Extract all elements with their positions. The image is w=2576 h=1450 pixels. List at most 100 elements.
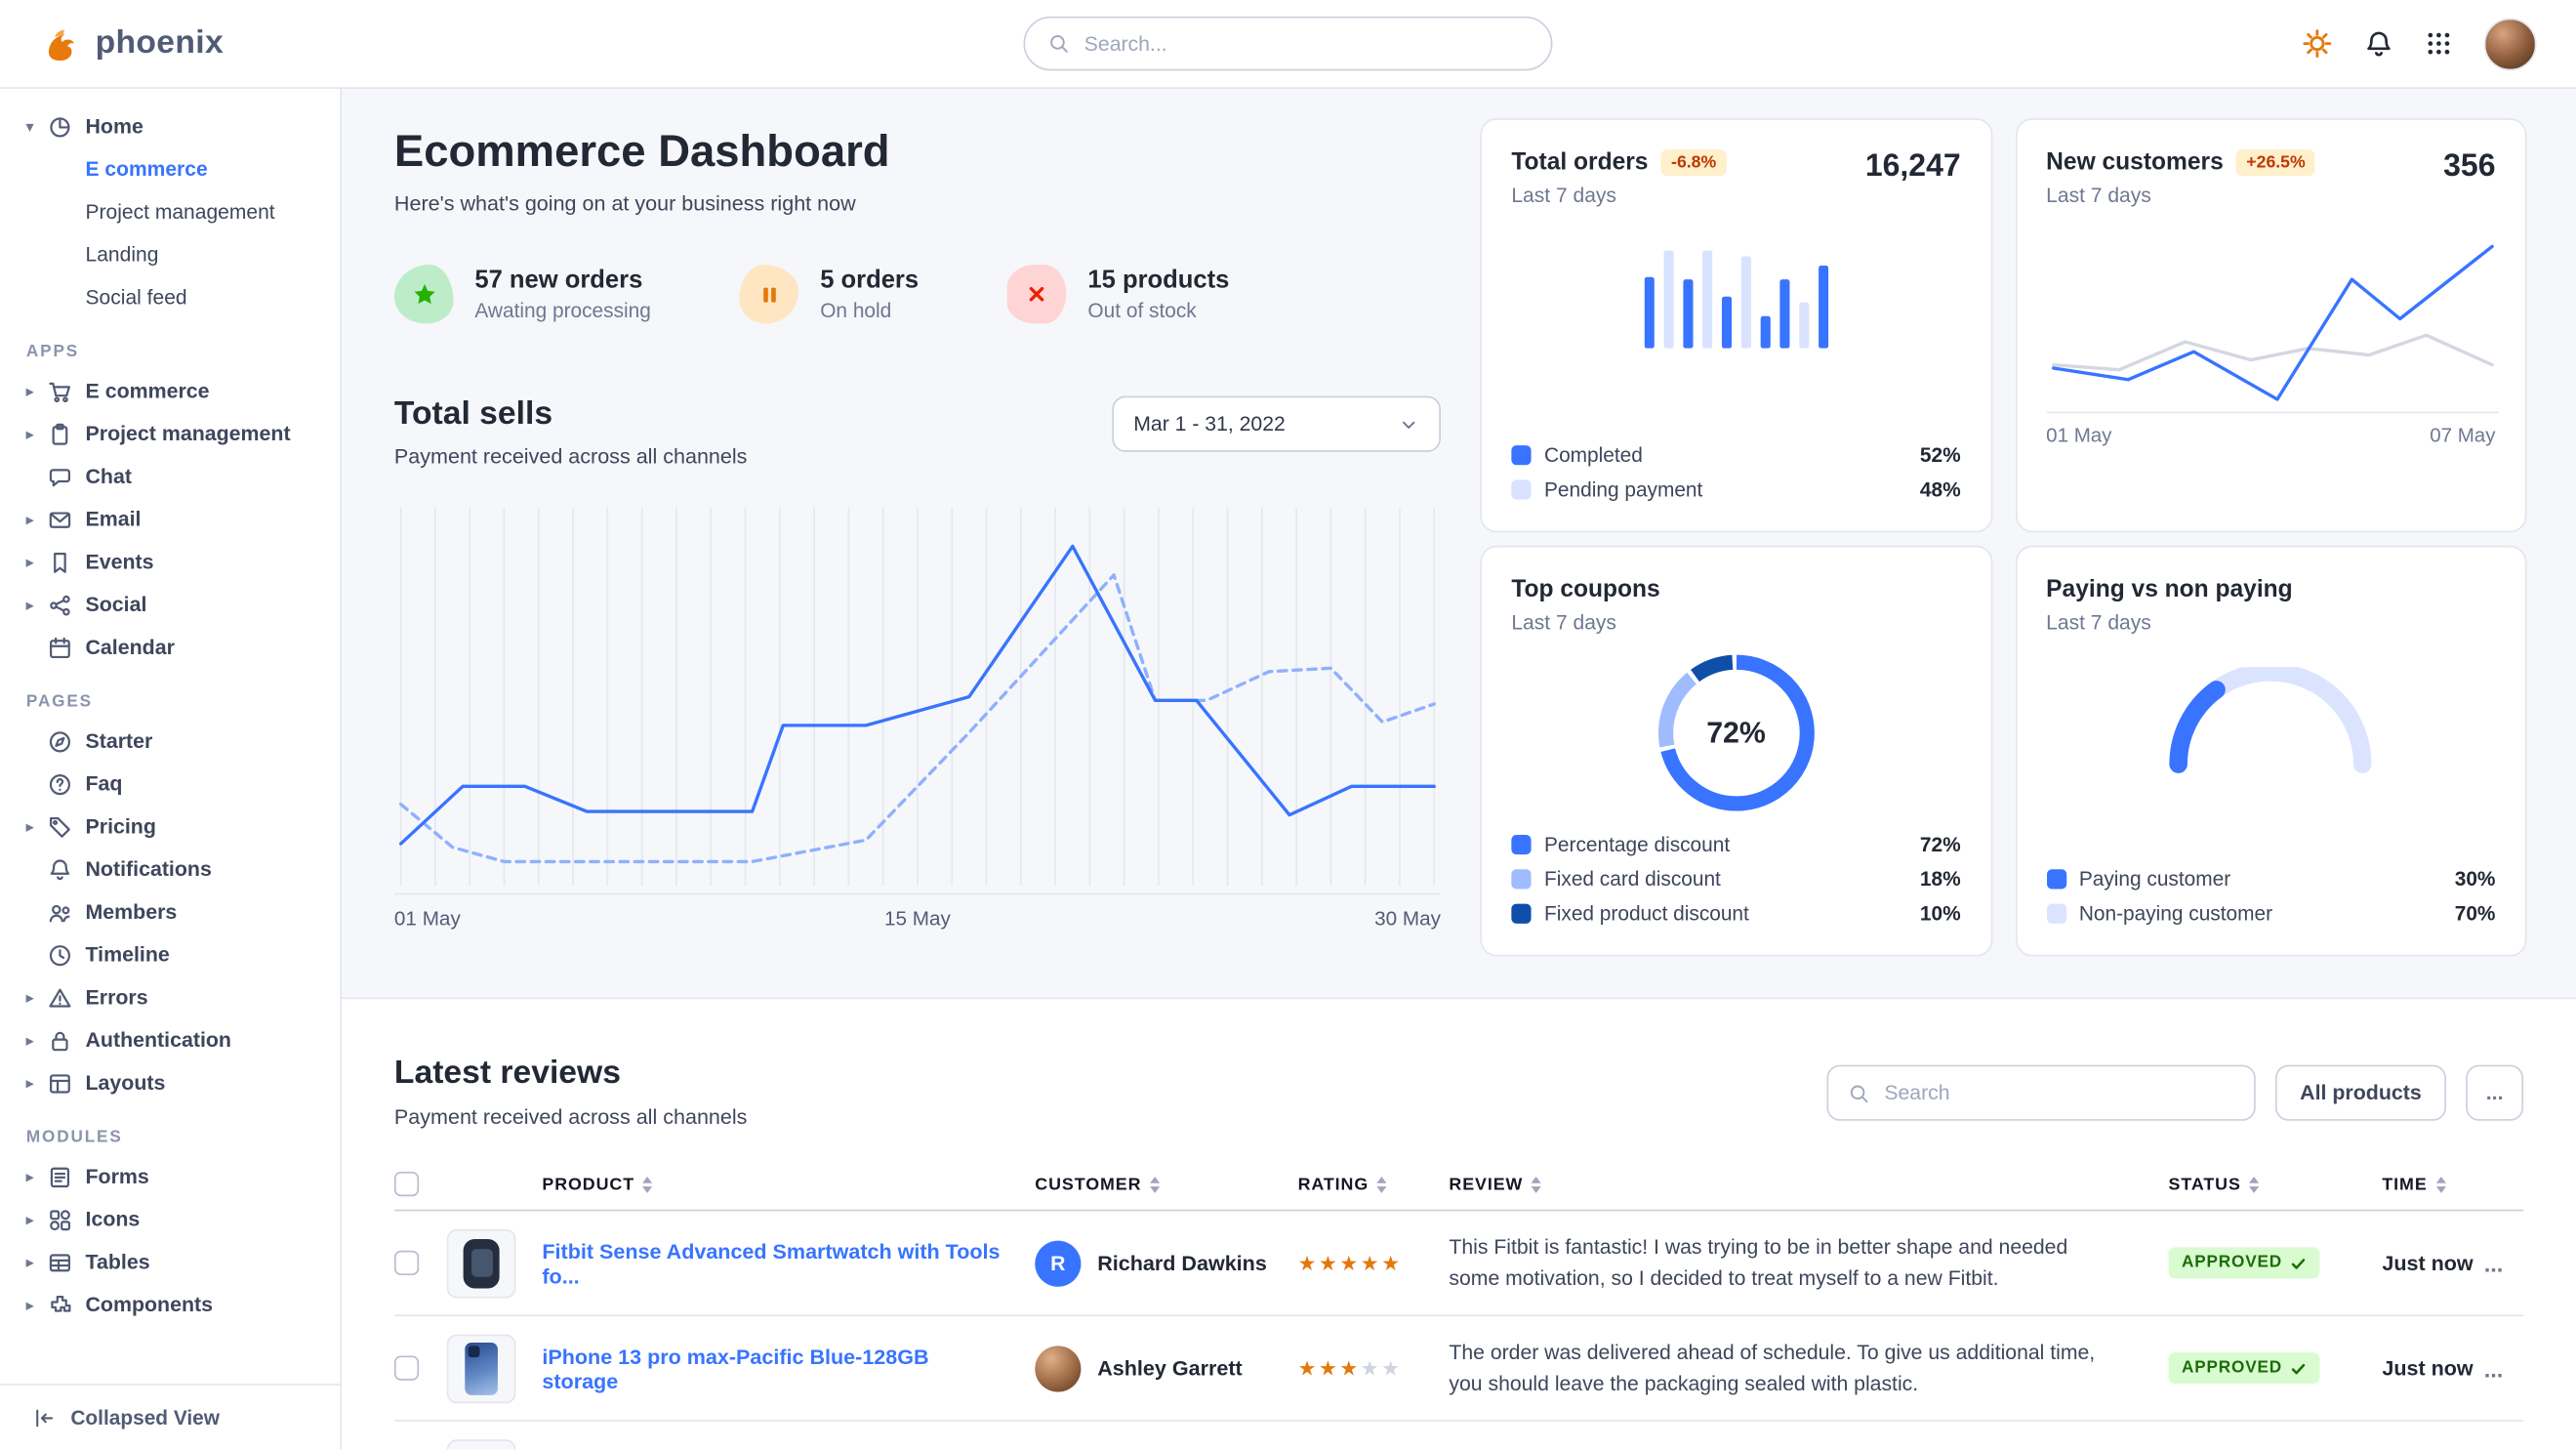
sidebar-item-starter[interactable]: Starter bbox=[17, 720, 324, 763]
star-icon: ★ bbox=[1360, 1252, 1382, 1276]
card-title: Total orders bbox=[1511, 149, 1649, 177]
sidebar-item-e-commerce[interactable]: ▸ E commerce bbox=[17, 370, 324, 413]
shapes-icon bbox=[48, 1207, 72, 1231]
stat-caption: On hold bbox=[820, 299, 892, 322]
product-image-phone[interactable] bbox=[446, 1333, 516, 1403]
top-navbar: phoenix bbox=[0, 0, 2576, 89]
product-image-box[interactable] bbox=[446, 1438, 516, 1450]
table-header-rating[interactable]: RATING bbox=[1298, 1175, 1450, 1194]
row-checkbox[interactable] bbox=[393, 1250, 420, 1276]
sidebar-item-chat[interactable]: Chat bbox=[17, 455, 324, 498]
theme-toggle-button[interactable] bbox=[2302, 28, 2333, 60]
column-label: CUSTOMER bbox=[1035, 1174, 1142, 1194]
sidebar-subitem-social-feed[interactable]: Social feed bbox=[85, 285, 187, 310]
collapsed-view-toggle[interactable]: Collapsed View bbox=[0, 1384, 341, 1449]
sidebar-item-label: Email bbox=[85, 508, 142, 531]
search-icon bbox=[1048, 33, 1070, 55]
sort-icon bbox=[1149, 1176, 1160, 1193]
sidebar-item-label: Errors bbox=[85, 985, 148, 1010]
table-header-customer[interactable]: CUSTOMER bbox=[1035, 1175, 1297, 1194]
top-coupons-card: Top coupons Last 7 days 72% Percentage d… bbox=[1480, 545, 1992, 957]
total-sells-subtitle: Payment received across all channels bbox=[393, 443, 748, 469]
select-all-checkbox[interactable] bbox=[393, 1171, 420, 1197]
sidebar-item-label: Icons bbox=[85, 1208, 141, 1231]
sidebar-item-errors[interactable]: ▸ Errors bbox=[17, 976, 324, 1019]
stat-value: 5 orders bbox=[820, 266, 920, 295]
table-row: Fitbit Sense Advanced Smartwatch with To… bbox=[393, 1211, 2524, 1317]
sidebar-item-forms[interactable]: ▸ Forms bbox=[17, 1155, 324, 1198]
legend-item-fixed-card-discount: Fixed card discount 18% bbox=[1511, 868, 1961, 891]
sidebar-item-notifications[interactable]: Notifications bbox=[17, 848, 324, 891]
table-header-time[interactable]: TIME bbox=[2382, 1175, 2483, 1194]
sidebar-item-home[interactable]: ▾ Home bbox=[17, 105, 324, 148]
card-value: 16,247 bbox=[1864, 149, 1961, 185]
sidebar-subitem-e-commerce[interactable]: E commerce bbox=[85, 157, 208, 182]
brand[interactable]: phoenix bbox=[39, 22, 224, 65]
stat-caption: Out of stock bbox=[1087, 299, 1197, 322]
sidebar-item-members[interactable]: Members bbox=[17, 891, 324, 933]
sidebar-item-email[interactable]: ▸ Email bbox=[17, 498, 324, 541]
sidebar-item-pricing[interactable]: ▸ Pricing bbox=[17, 806, 324, 849]
product-link[interactable]: Fitbit Sense Advanced Smartwatch with To… bbox=[542, 1238, 1001, 1288]
reviews-more-button[interactable]: ... bbox=[2466, 1064, 2524, 1121]
mail-icon bbox=[48, 507, 72, 531]
sidebar-item-icons[interactable]: ▸ Icons bbox=[17, 1198, 324, 1241]
legend-label: Percentage discount bbox=[1544, 833, 1731, 856]
global-search-input[interactable] bbox=[1084, 31, 1529, 56]
table-header-review[interactable]: REVIEW bbox=[1449, 1175, 2168, 1194]
total-sells-header: Total sells Payment received across all … bbox=[393, 395, 1441, 469]
sidebar-item-tables[interactable]: ▸ Tables bbox=[17, 1241, 324, 1284]
global-search[interactable] bbox=[1023, 16, 1553, 71]
sidebar-item-timeline[interactable]: Timeline bbox=[17, 933, 324, 976]
legend-swatch bbox=[1511, 869, 1532, 890]
legend-item-percentage-discount: Percentage discount 72% bbox=[1511, 833, 1961, 856]
table-header-status[interactable]: STATUS bbox=[2169, 1175, 2383, 1194]
product-image-cell bbox=[446, 1228, 543, 1298]
all-products-button[interactable]: All products bbox=[2274, 1064, 2446, 1121]
sidebar-item-project-management[interactable]: ▸ Project management bbox=[17, 412, 324, 455]
page-title: Ecommerce Dashboard bbox=[393, 126, 890, 177]
bookmark-icon bbox=[48, 550, 72, 574]
reviews-search[interactable] bbox=[1826, 1064, 2256, 1121]
legend-label: Pending payment bbox=[1544, 477, 1703, 502]
star-icon: ★ bbox=[1297, 1357, 1319, 1381]
review-text: This Fitbit is fantastic! I was trying t… bbox=[1449, 1234, 2068, 1290]
notifications-button[interactable] bbox=[2364, 28, 2393, 58]
star-icon: ★ bbox=[1360, 1357, 1382, 1381]
date-range-value: Mar 1 - 31, 2022 bbox=[1133, 412, 1286, 435]
caret-right-icon: ▸ bbox=[25, 817, 34, 835]
sidebar-item-social[interactable]: ▸ Social bbox=[17, 583, 324, 626]
sidebar-item-calendar[interactable]: Calendar bbox=[17, 626, 324, 669]
row-actions-button[interactable]: ... bbox=[2483, 1354, 2504, 1382]
page-subtitle: Here's what's going on at your business … bbox=[393, 190, 856, 216]
user-avatar[interactable] bbox=[2483, 17, 2537, 70]
lock-icon bbox=[48, 1028, 72, 1053]
sidebar-subitem-landing[interactable]: Landing bbox=[85, 243, 159, 267]
customer-avatar bbox=[1035, 1345, 1082, 1391]
legend-value: 48% bbox=[1919, 477, 1961, 502]
warning-icon bbox=[48, 985, 72, 1010]
apps-menu-button[interactable] bbox=[2425, 29, 2453, 58]
sidebar-item-layouts[interactable]: ▸ Layouts bbox=[17, 1061, 324, 1104]
reviews-search-input[interactable] bbox=[1884, 1081, 2234, 1104]
table-header-product[interactable]: PRODUCT bbox=[542, 1175, 1035, 1194]
sidebar-item-label: Social bbox=[85, 593, 147, 617]
x-axis-label: 01 May bbox=[393, 907, 461, 931]
sidebar-section-title-modules: MODULES bbox=[25, 1129, 123, 1147]
grid-dots-icon bbox=[2425, 29, 2453, 58]
date-range-select[interactable]: Mar 1 - 31, 2022 bbox=[1112, 395, 1441, 452]
row-checkbox[interactable] bbox=[393, 1355, 420, 1381]
legend-item-paying-customer: Paying customer 30% bbox=[2046, 868, 2495, 891]
sidebar-item-events[interactable]: ▸ Events bbox=[17, 541, 324, 584]
clock-icon bbox=[48, 942, 72, 967]
sidebar-section-title-apps: APPS bbox=[25, 343, 80, 362]
kpi-cards-grid: Total orders -6.8% Last 7 days 16,247 Co… bbox=[1480, 118, 2527, 957]
sidebar-item-components[interactable]: ▸ Components bbox=[17, 1283, 324, 1326]
row-actions-button[interactable]: ... bbox=[2483, 1249, 2504, 1276]
product-link[interactable]: iPhone 13 pro max-Pacific Blue-128GB sto… bbox=[542, 1343, 929, 1393]
product-image-watch[interactable] bbox=[446, 1228, 516, 1298]
sidebar-item-faq[interactable]: Faq bbox=[17, 763, 324, 806]
sidebar-item-authentication[interactable]: ▸ Authentication bbox=[17, 1018, 324, 1061]
sidebar-subitem-project-management[interactable]: Project management bbox=[85, 200, 275, 224]
